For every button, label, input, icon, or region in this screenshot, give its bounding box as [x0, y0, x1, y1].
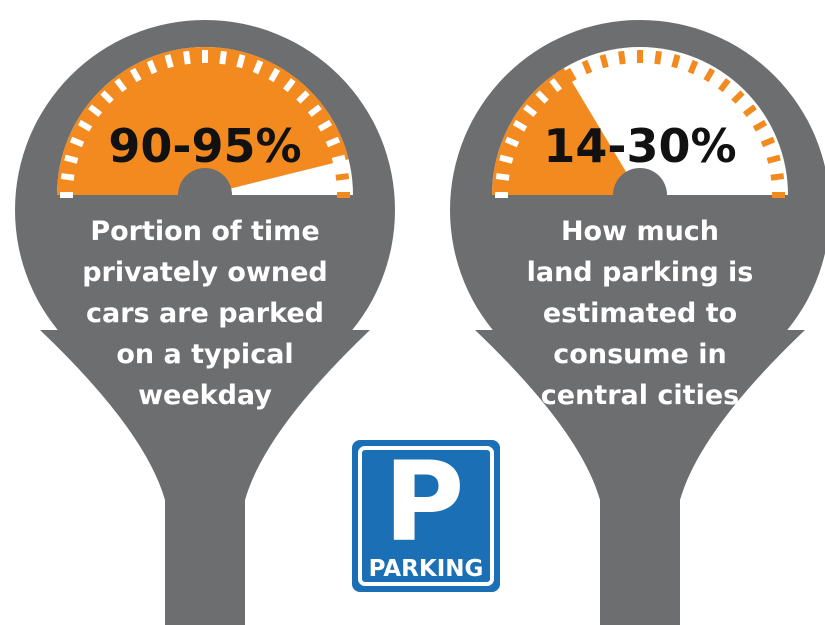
meter-description: land parking is — [527, 257, 754, 288]
meter-description: cars are parked — [86, 298, 324, 329]
meter-pole — [165, 480, 245, 625]
meter-pole — [600, 480, 680, 625]
meter-description: weekday — [138, 380, 272, 411]
dial-tick — [768, 157, 781, 160]
meter-description: privately owned — [82, 257, 328, 288]
dial-tick — [496, 176, 509, 178]
sign-label: PARKING — [369, 556, 484, 582]
meter: 90-95% Portion of time privately owned cars… — [15, 20, 395, 625]
meter-value: 14-30% — [543, 119, 736, 173]
dial-tick — [771, 176, 784, 178]
dial-tick — [61, 176, 74, 178]
dial-tick — [239, 55, 242, 68]
dial-tick — [333, 157, 346, 160]
meter-description: on a typical — [116, 339, 293, 370]
dial-tick — [336, 176, 349, 178]
dial-tick — [500, 157, 513, 160]
infographic: 90-95% Portion of time privately owned cars… — [0, 0, 825, 625]
dial-tick — [186, 51, 188, 64]
meter-description: How much — [561, 216, 719, 247]
sign-letter: P — [384, 438, 465, 566]
meter-description: consume in — [553, 339, 726, 370]
meter-description: Portion of time — [90, 216, 319, 247]
parking-sign: P PARKING — [352, 438, 500, 592]
dial-tick — [602, 55, 605, 68]
page: 90-95% Portion of time privately owned cars… — [0, 0, 825, 625]
meter: 14-30% How much land parking is estimated t… — [450, 20, 825, 625]
dial-tick — [674, 55, 677, 68]
dial-tick — [65, 157, 78, 160]
meter-description: central cities — [541, 380, 739, 411]
dial-tick — [621, 51, 623, 64]
dial-tick — [167, 55, 170, 68]
meter-value: 90-95% — [108, 119, 301, 173]
dial-tick — [222, 51, 224, 64]
meter-description: estimated to — [543, 298, 737, 329]
dial-tick — [657, 51, 659, 64]
